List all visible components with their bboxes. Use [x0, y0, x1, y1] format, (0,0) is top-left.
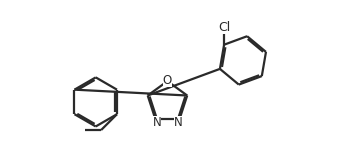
Text: O: O — [163, 74, 172, 87]
Text: Cl: Cl — [218, 21, 230, 34]
Text: N: N — [174, 116, 182, 129]
Text: N: N — [152, 116, 161, 129]
